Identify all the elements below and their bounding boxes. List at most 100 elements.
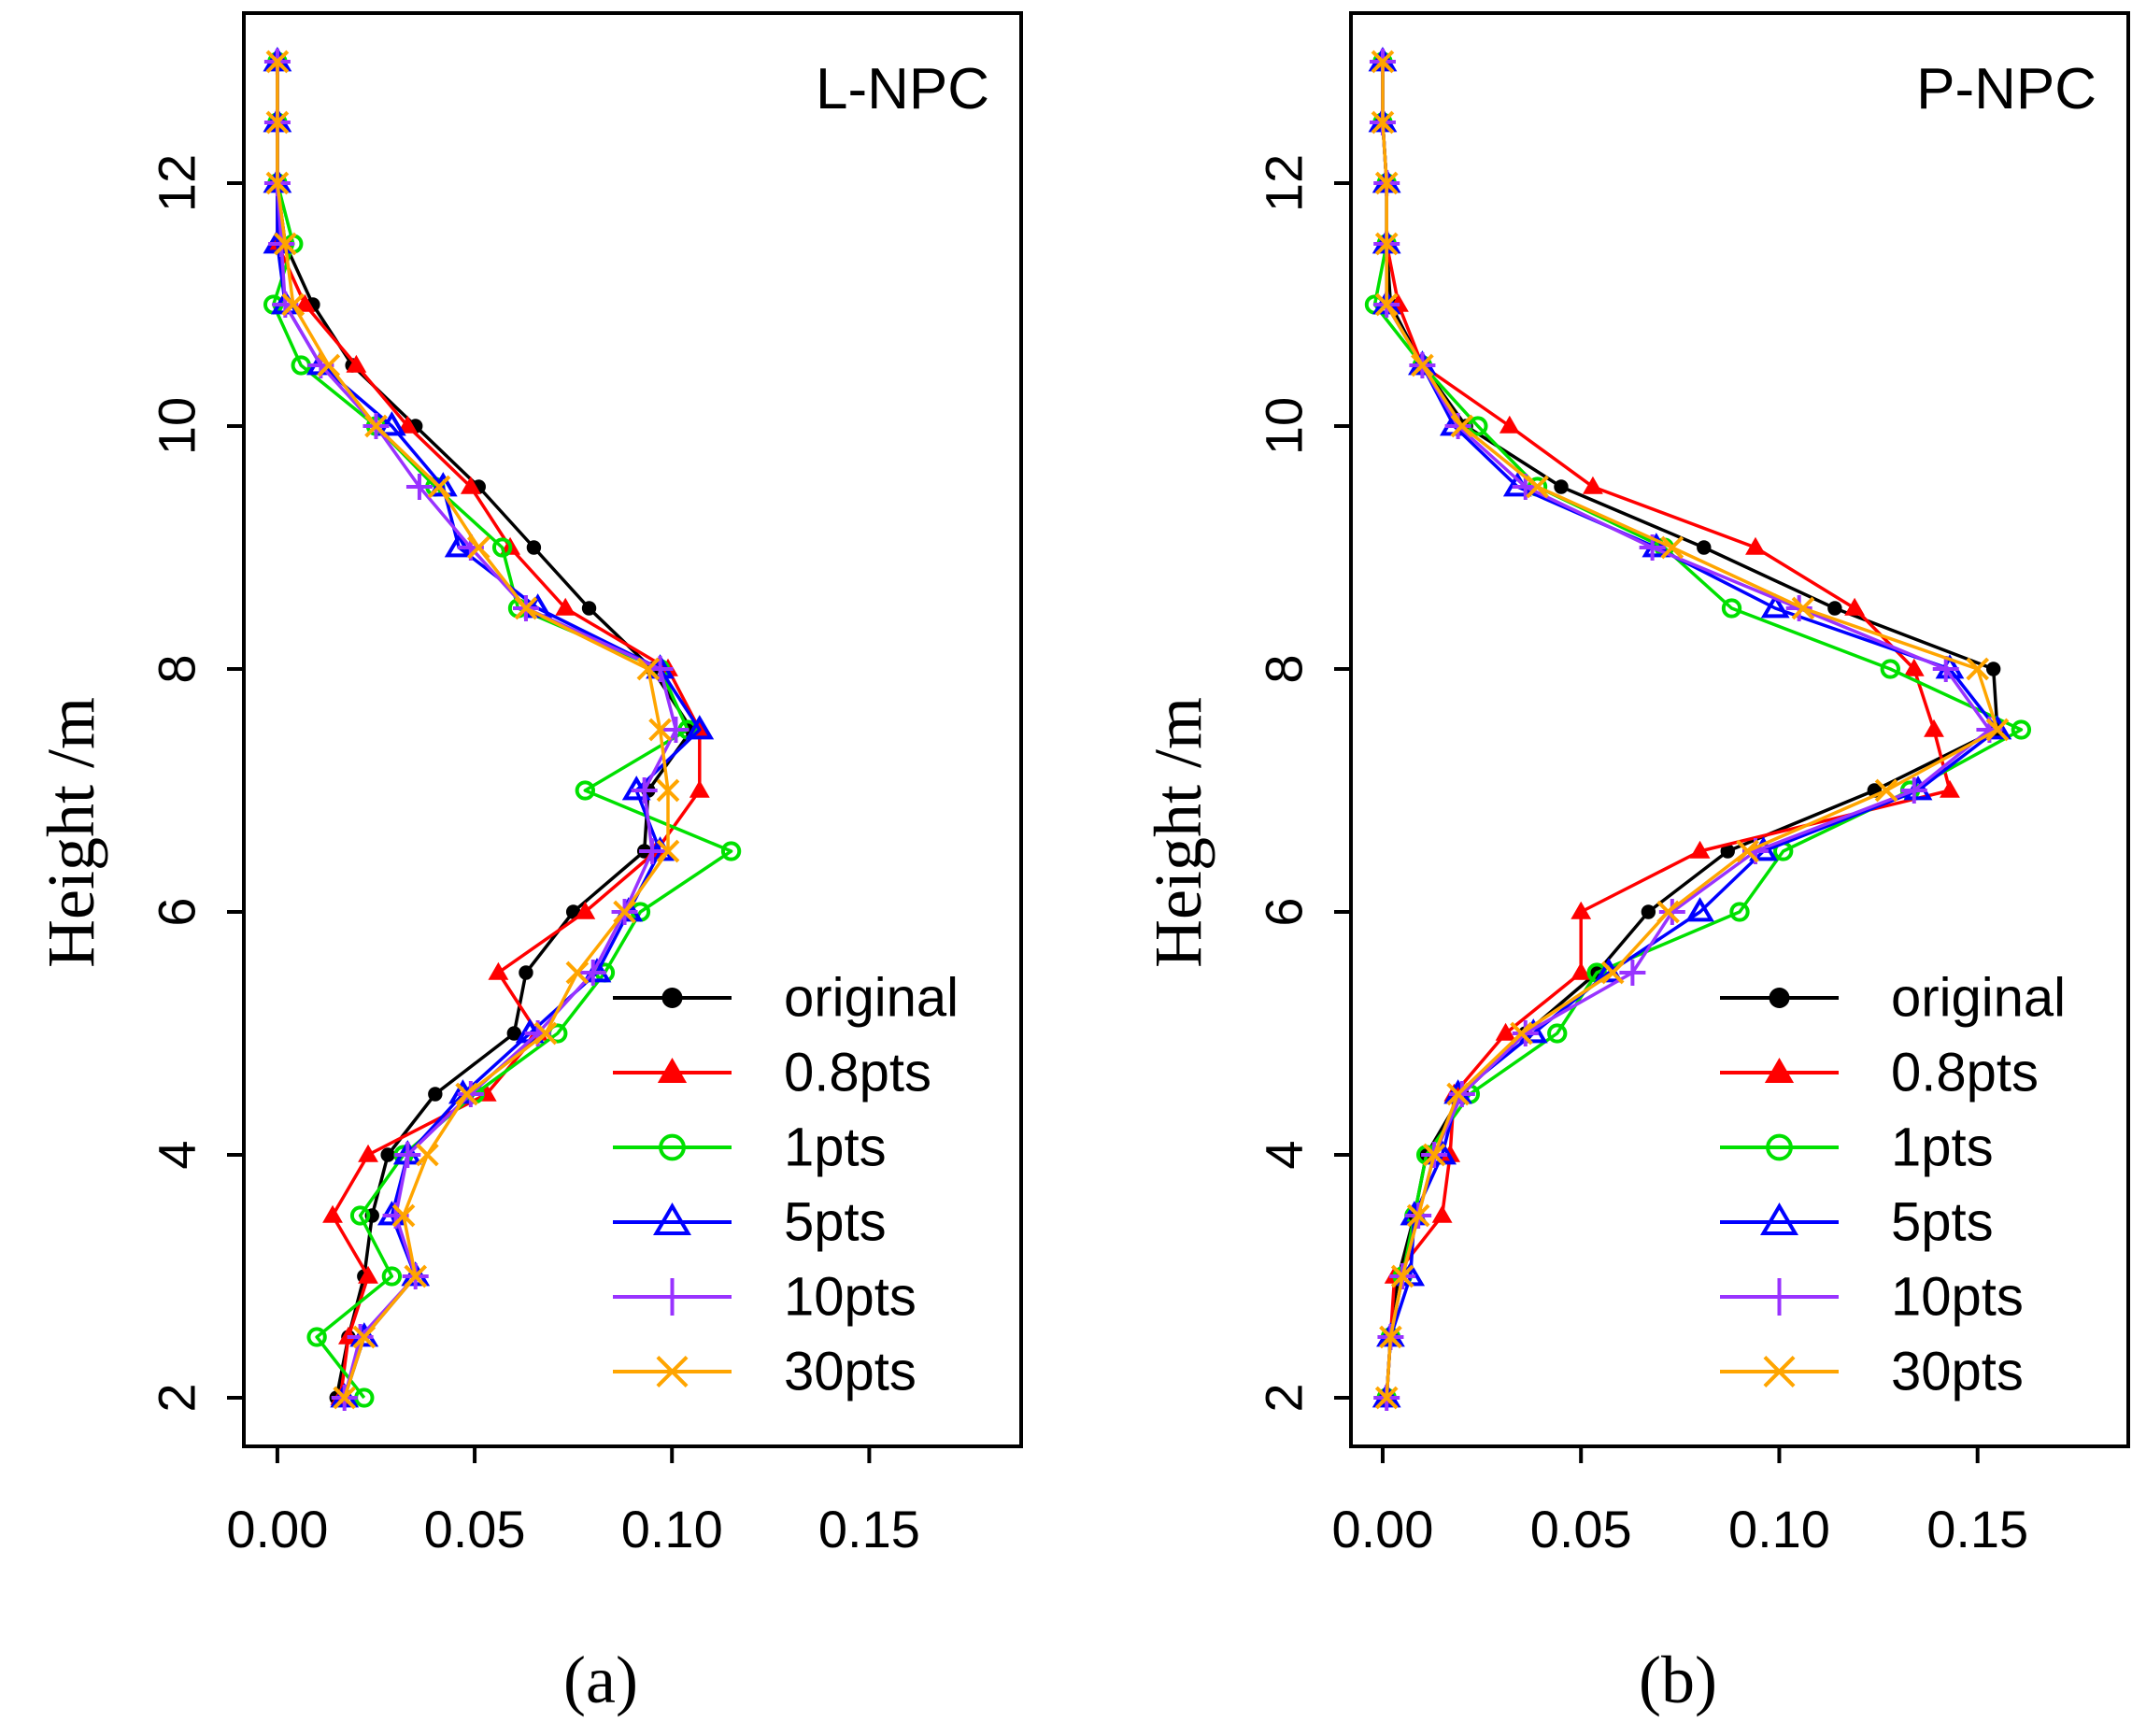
- chart-1-series-line: [276, 62, 670, 1399]
- chart-1-legend: original 0.8pts 1pts 5pts 10pts 30pts: [613, 968, 959, 1402]
- chart-2-plot-frame: [1349, 11, 2130, 1448]
- chart-1-data-point: [648, 718, 672, 742]
- chart-1-data-point: [466, 535, 490, 560]
- chart-2-title: P-NPC: [1916, 57, 2096, 121]
- chart-2-data-point: [1903, 658, 1925, 676]
- chart-2-data-point: [1512, 1020, 1539, 1046]
- chart-2-data-point: [1721, 598, 1742, 619]
- chart-2-data-point: [1791, 596, 1815, 620]
- chart-2-panel-label: (b): [1639, 1643, 1717, 1717]
- chart-1-legend-label: 0.8pts: [784, 1043, 931, 1103]
- chart-1-data-point: [333, 1386, 357, 1410]
- chart-1-data-point: [488, 961, 509, 980]
- chart-2-data-point: [1374, 232, 1399, 256]
- chart-2: 0.00 0.05 0.10 0.15 2 4 6 8 10 12 Height /m P-NPC (b…: [1141, 11, 2130, 1717]
- chart-2-x-tick-label: 0.15: [1926, 1500, 2028, 1558]
- chart-2-data-point: [1900, 777, 1927, 804]
- chart-2-data-point: [1874, 778, 1898, 803]
- chart-2-data-point: [1571, 961, 1592, 980]
- chart-1-data-point: [381, 1266, 403, 1287]
- chart-1-y-tick-label: 10: [148, 397, 206, 455]
- chart-1-data-point: [352, 1325, 377, 1349]
- chart-1-data-point: [457, 1081, 484, 1107]
- chart-2-x-tick-label: 0.10: [1728, 1500, 1830, 1558]
- chart-1-data-point: [391, 1203, 416, 1228]
- chart-2-legend: original 0.8pts 1pts 5pts 10pts 30pts: [1720, 968, 2066, 1402]
- chart-1-data-point: [294, 293, 316, 312]
- chart-2-data-point: [1940, 779, 1960, 798]
- chart-1-legend-label: 1pts: [784, 1117, 887, 1178]
- chart-2-data-point: [1641, 904, 1656, 919]
- chart-2-data-point: [1371, 110, 1395, 135]
- chart-1-data-point: [526, 540, 542, 555]
- chart-1-series-original: [270, 54, 700, 1405]
- chart-1-data-point: [281, 292, 306, 317]
- chart-2-y-tick-label: 2: [1255, 1383, 1314, 1412]
- chart-2-y-tick-label: 8: [1255, 654, 1314, 683]
- chart-2-data-point: [1440, 1144, 1461, 1162]
- chart-2-data-point: [1619, 960, 1646, 986]
- chart-2-legend-marker: [1764, 1058, 1795, 1083]
- chart-2-data-point: [1379, 1325, 1402, 1349]
- chart-1-data-point: [265, 110, 290, 135]
- chart-1-plot-frame: [242, 11, 1023, 1448]
- chart-2-legend-marker: [1760, 1278, 1798, 1316]
- chart-1-data-point: [405, 474, 433, 500]
- chart-1-data-point: [662, 717, 689, 743]
- chart-1-series-0.8pts: [266, 50, 710, 1405]
- chart-2-series-line: [1372, 62, 2024, 1399]
- chart-2-legend-label: 10pts: [1891, 1267, 2024, 1328]
- chart-1-data-point: [639, 838, 666, 864]
- chart-2-data-point: [1571, 901, 1592, 919]
- chart-1-data-point: [354, 1387, 375, 1408]
- chart-2-data-point: [1510, 1021, 1533, 1046]
- chart-1-legend-label: original: [784, 968, 959, 1029]
- chart-1-x-tick-label: 0.00: [226, 1500, 328, 1558]
- chart-2-data-point: [1658, 899, 1685, 925]
- chart-2-data-point: [1450, 414, 1474, 438]
- chart-2-data-point: [1966, 657, 1990, 681]
- chart-1-legend-marker: [653, 1202, 691, 1235]
- chart-1-data-point: [685, 715, 715, 740]
- chart-1-data-point: [322, 1204, 343, 1223]
- chart-1-data-point: [565, 904, 581, 919]
- chart-2-data-point: [1554, 479, 1569, 494]
- chart-2-legend-label: original: [1891, 968, 2066, 1029]
- chart-2-data-point: [2011, 719, 2032, 740]
- chart-1-data-point: [506, 1026, 521, 1041]
- chart-2-data-point: [1371, 50, 1395, 74]
- chart-2-data-point: [1656, 900, 1680, 924]
- chart-2-data-point: [1827, 601, 1842, 616]
- chart-1-data-point: [428, 1087, 443, 1102]
- chart-1-x-tick-label: 0.05: [424, 1500, 526, 1558]
- chart-1-series-line: [276, 62, 678, 1399]
- chart-2-legend-marker: [1769, 988, 1790, 1008]
- chart-2-data-point: [1411, 353, 1434, 377]
- chart-1-data-point: [358, 1144, 378, 1162]
- chart-2-data-point: [1600, 960, 1625, 985]
- chart-2-data-point: [1374, 1386, 1399, 1410]
- chart-1-data-point: [555, 597, 576, 616]
- chart-1-data-point: [455, 1082, 478, 1106]
- chart-2-data-point: [1660, 535, 1684, 560]
- chart-2-data-point: [1985, 662, 2001, 676]
- chart-2-data-point: [1583, 476, 1603, 494]
- chart-1-series-5pts: [263, 47, 715, 1408]
- chart-1-series-line: [276, 62, 702, 1399]
- chart-1-data-point: [404, 1264, 428, 1288]
- chart-2-data-point: [1406, 1203, 1430, 1228]
- chart-1-data-point: [689, 779, 710, 798]
- chart-1-title: L-NPC: [816, 57, 989, 121]
- chart-2-series-line: [1381, 62, 1952, 1399]
- chart-1-data-point: [575, 901, 596, 919]
- chart-2-x-tick-label: 0.05: [1530, 1500, 1632, 1558]
- chart-2-data-point: [1495, 1022, 1516, 1041]
- chart-1-series-10pts: [263, 49, 689, 1411]
- chart-1-data-point: [397, 415, 419, 434]
- chart-1-data-point: [656, 778, 680, 803]
- chart-1-data-point: [656, 839, 680, 863]
- chart-2-data-point: [1985, 718, 2010, 742]
- chart-1-legend-marker: [659, 1133, 686, 1161]
- chart-1-legend-label: 30pts: [784, 1342, 917, 1402]
